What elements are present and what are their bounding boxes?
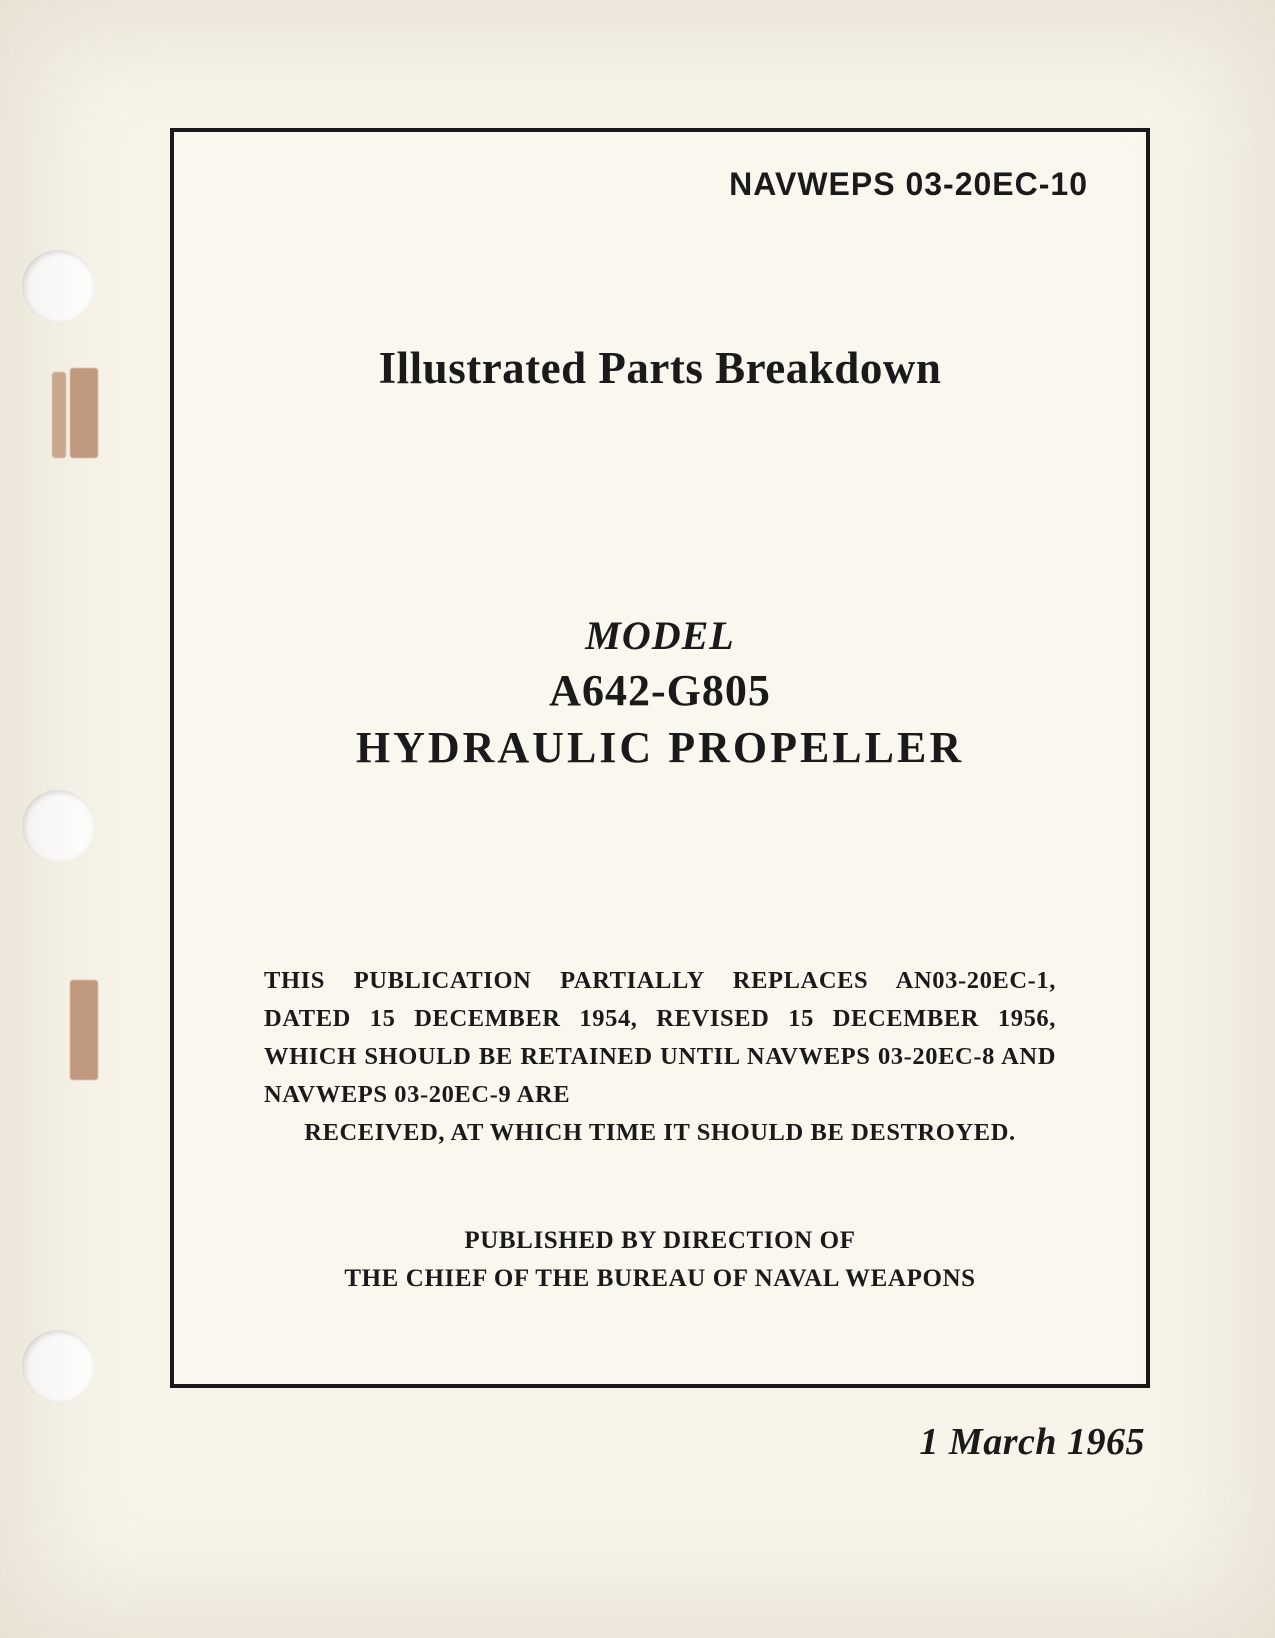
stain-mark-icon — [70, 368, 98, 458]
document-id: NAVWEPS 03-20EC-10 — [729, 166, 1088, 203]
replacement-note-last-line: RECEIVED, AT WHICH TIME IT SHOULD BE DES… — [264, 1114, 1056, 1152]
punch-hole-icon — [22, 790, 94, 862]
document-title: Illustrated Parts Breakdown — [174, 342, 1146, 394]
stain-mark-icon — [70, 980, 98, 1080]
publisher-line-1: PUBLISHED BY DIRECTION OF — [174, 1222, 1146, 1260]
stain-mark-icon — [52, 372, 66, 458]
punch-hole-icon — [22, 1330, 94, 1402]
model-label: MODEL — [174, 612, 1146, 659]
model-description: HYDRAULIC PROPELLER — [174, 722, 1146, 773]
punch-hole-icon — [22, 250, 94, 322]
model-number: A642-G805 — [174, 665, 1146, 716]
publication-date: 1 March 1965 — [919, 1420, 1145, 1464]
model-block: MODEL A642-G805 HYDRAULIC PROPELLER — [174, 612, 1146, 773]
replacement-note-body: THIS PUBLICATION PARTIALLY REPLACES AN03… — [264, 967, 1056, 1108]
publisher-line-2: THE CHIEF OF THE BUREAU OF NAVAL WEAPONS — [174, 1260, 1146, 1298]
replacement-note: THIS PUBLICATION PARTIALLY REPLACES AN03… — [264, 962, 1056, 1152]
document-page: NAVWEPS 03-20EC-10 Illustrated Parts Bre… — [0, 0, 1275, 1638]
publisher-block: PUBLISHED BY DIRECTION OF THE CHIEF OF T… — [174, 1222, 1146, 1297]
content-frame: NAVWEPS 03-20EC-10 Illustrated Parts Bre… — [170, 128, 1150, 1388]
